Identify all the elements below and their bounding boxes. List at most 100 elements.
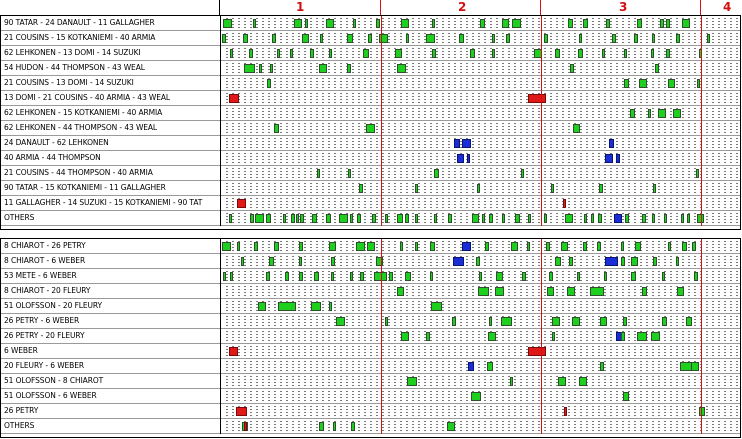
shift-bar[interactable] <box>302 34 309 43</box>
shift-bar[interactable] <box>651 332 660 341</box>
shift-bar[interactable] <box>312 214 317 223</box>
shift-bar[interactable] <box>578 49 583 58</box>
shift-bar[interactable] <box>447 422 455 431</box>
penalty-shift-bar[interactable] <box>229 94 239 103</box>
shift-bar[interactable] <box>579 34 582 43</box>
shift-bar[interactable] <box>320 34 323 43</box>
shift-bar[interactable] <box>682 242 687 251</box>
shift-bar[interactable] <box>329 49 332 58</box>
shift-bar[interactable] <box>570 64 574 73</box>
shift-bar[interactable] <box>431 302 442 311</box>
shift-bar[interactable] <box>241 257 244 266</box>
shift-bar[interactable] <box>374 272 387 281</box>
shift-bar[interactable] <box>310 49 314 58</box>
shift-bar[interactable] <box>331 257 335 266</box>
shift-bar[interactable] <box>662 317 667 326</box>
shift-bar[interactable] <box>259 64 262 73</box>
shift-bar[interactable] <box>222 34 226 43</box>
shift-bar[interactable] <box>477 184 480 193</box>
penalty-shift-bar[interactable] <box>563 199 566 208</box>
shift-bar[interactable] <box>625 214 629 223</box>
shift-bar[interactable] <box>472 214 479 223</box>
shift-bar[interactable] <box>510 377 513 386</box>
shift-bar[interactable] <box>350 214 353 223</box>
shift-bar[interactable] <box>274 242 279 251</box>
shift-bar[interactable] <box>319 64 327 73</box>
powerplay-shift-bar[interactable] <box>457 154 464 163</box>
shift-bar[interactable] <box>492 34 495 43</box>
shift-bar[interactable] <box>348 169 351 178</box>
shift-bar[interactable] <box>254 242 258 251</box>
shift-bar[interactable] <box>356 242 365 251</box>
shift-bar[interactable] <box>489 317 492 326</box>
shift-bar[interactable] <box>544 214 547 223</box>
shift-bar[interactable] <box>600 362 604 371</box>
shift-bar[interactable] <box>397 64 406 73</box>
shift-bar[interactable] <box>299 272 303 281</box>
shift-bar[interactable] <box>317 169 320 178</box>
shift-bar[interactable] <box>555 49 560 58</box>
shift-bar[interactable] <box>687 214 690 223</box>
shift-bar[interactable] <box>482 214 485 223</box>
shift-bar[interactable] <box>621 332 625 341</box>
shift-bar[interactable] <box>489 214 493 223</box>
shift-bar[interactable] <box>621 257 625 266</box>
shift-bar[interactable] <box>546 242 550 251</box>
shift-bar[interactable] <box>372 214 376 223</box>
shift-bar[interactable] <box>598 214 602 223</box>
shift-bar[interactable] <box>237 242 240 251</box>
shift-bar[interactable] <box>269 257 274 266</box>
shift-bar[interactable] <box>658 109 666 118</box>
shift-bar[interactable] <box>584 214 587 223</box>
shift-bar[interactable] <box>272 34 276 43</box>
shift-bar[interactable] <box>243 34 248 43</box>
shift-bar[interactable] <box>666 19 670 28</box>
shift-bar[interactable] <box>459 34 464 43</box>
shift-bar[interactable] <box>249 49 253 58</box>
shift-bar[interactable] <box>357 214 361 223</box>
shift-bar[interactable] <box>623 392 629 401</box>
shift-bar[interactable] <box>478 287 489 296</box>
shift-bar[interactable] <box>360 272 364 281</box>
shift-bar[interactable] <box>579 377 587 386</box>
shift-bar[interactable] <box>329 242 336 251</box>
shift-bar[interactable] <box>492 49 495 58</box>
shift-bar[interactable] <box>223 272 226 281</box>
shift-bar[interactable] <box>569 257 573 266</box>
shift-bar[interactable] <box>299 257 302 266</box>
shift-bar[interactable] <box>336 317 345 326</box>
shift-bar[interactable] <box>314 272 319 281</box>
shift-bar[interactable] <box>400 242 403 251</box>
shift-bar[interactable] <box>347 64 351 73</box>
shift-bar[interactable] <box>426 34 435 43</box>
penalty-shift-bar[interactable] <box>528 94 546 103</box>
shift-bar[interactable] <box>651 49 654 58</box>
shift-bar[interactable] <box>652 34 655 43</box>
shift-bar[interactable] <box>376 19 380 28</box>
shift-bar[interactable] <box>522 272 526 281</box>
shift-bar[interactable] <box>630 109 635 118</box>
shift-bar[interactable] <box>430 272 433 281</box>
shift-bar[interactable] <box>624 49 627 58</box>
shift-bar[interactable] <box>415 214 418 223</box>
shift-bar[interactable] <box>351 422 355 431</box>
shift-bar[interactable] <box>664 214 667 223</box>
shift-bar[interactable] <box>668 242 671 251</box>
shift-bar[interactable] <box>329 302 332 311</box>
shift-bar[interactable] <box>487 362 493 371</box>
shift-bar[interactable] <box>300 214 304 223</box>
shift-bar[interactable] <box>395 49 402 58</box>
shift-bar[interactable] <box>677 287 684 296</box>
shift-bar[interactable] <box>565 214 573 223</box>
penalty-shift-bar[interactable] <box>229 347 238 356</box>
shift-bar[interactable] <box>244 64 255 73</box>
shift-bar[interactable] <box>253 19 256 28</box>
shift-bar[interactable] <box>612 34 616 43</box>
shift-bar[interactable] <box>501 317 512 326</box>
shift-bar[interactable] <box>326 19 334 28</box>
shift-bar[interactable] <box>652 214 655 223</box>
shift-bar[interactable] <box>389 272 393 281</box>
shift-bar[interactable] <box>339 214 348 223</box>
shift-bar[interactable] <box>379 34 388 43</box>
shift-bar[interactable] <box>668 79 675 88</box>
